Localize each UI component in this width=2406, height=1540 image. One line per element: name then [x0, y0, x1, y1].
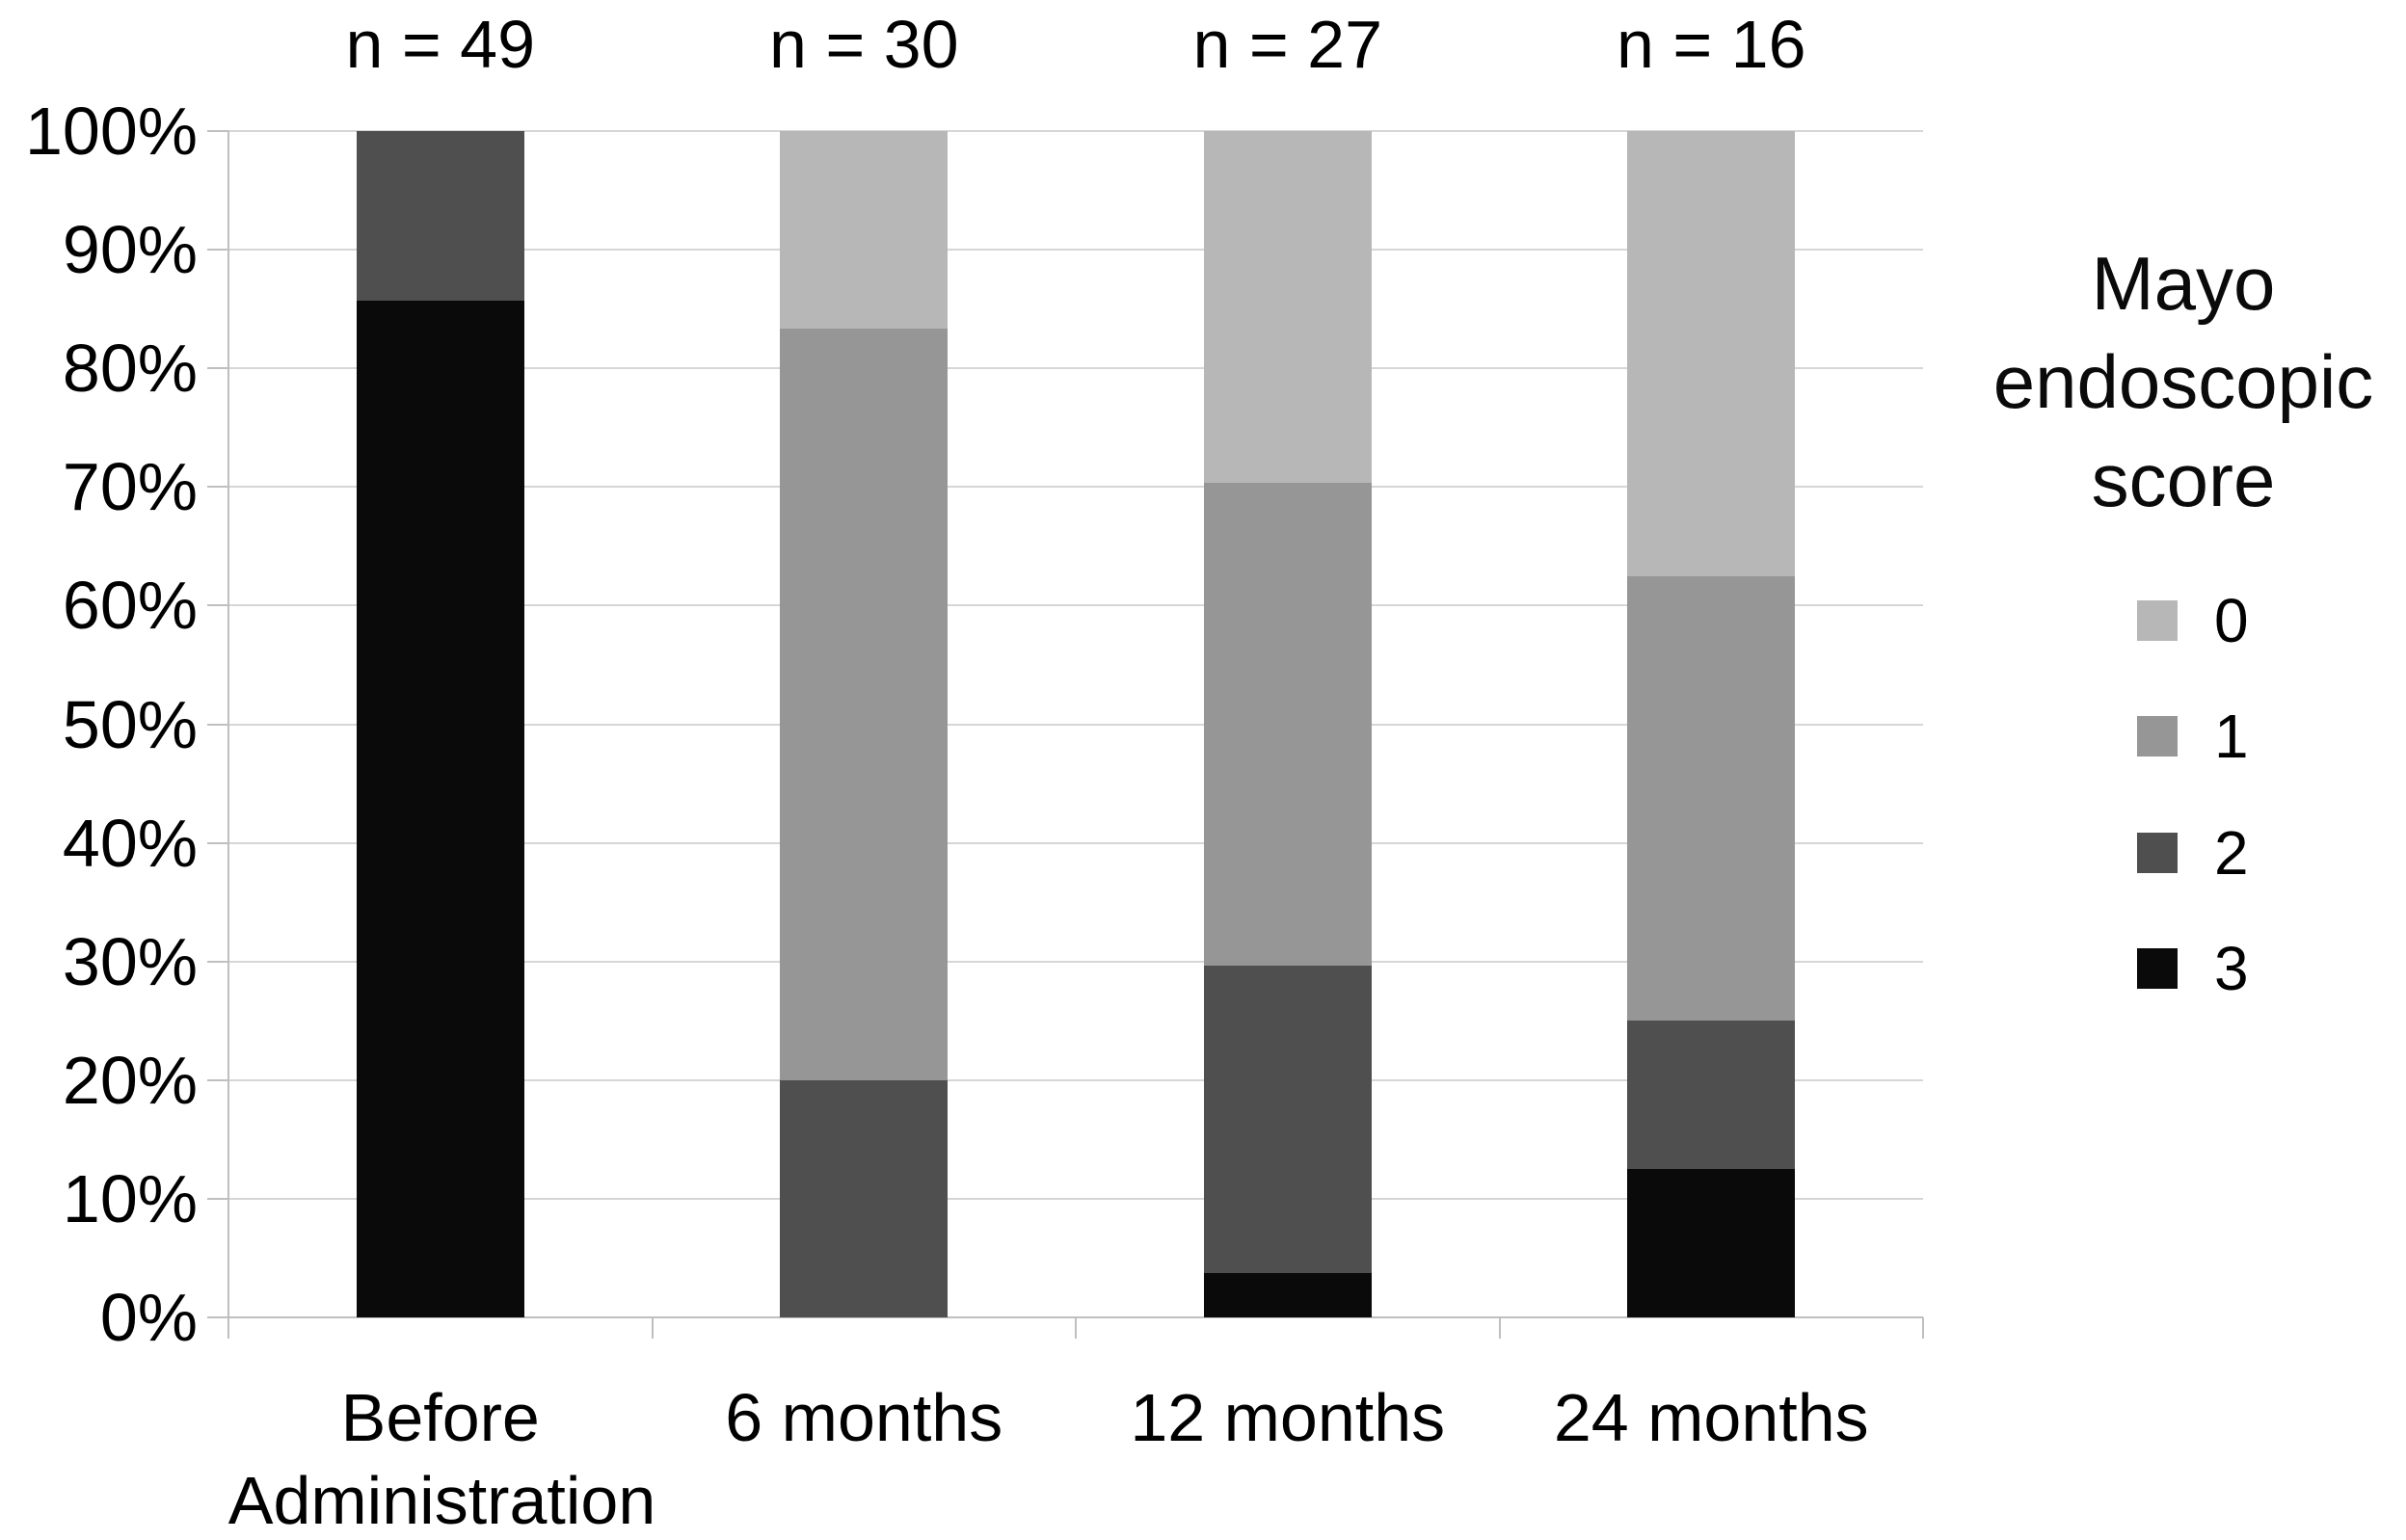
legend-title: Mayo endoscopic score [1992, 241, 2374, 522]
n-label: n = 49 [345, 7, 536, 82]
bar-segment-score-1 [1203, 482, 1372, 967]
legend-entry-label: 1 [2214, 702, 2249, 771]
y-axis-tick-label: 0% [99, 1280, 198, 1355]
legend-swatch-icon [2137, 716, 2178, 757]
x-category-label: Before Administration [227, 1380, 656, 1538]
gridline [228, 723, 1923, 726]
n-label: n = 30 [768, 7, 959, 82]
bar-segment-score-1 [1627, 575, 1796, 1022]
y-axis-tick-label: 40% [62, 805, 198, 881]
legend-swatch-icon [2137, 600, 2178, 641]
y-axis-tick-label: 50% [62, 686, 198, 762]
y-axis-tick-label: 60% [62, 568, 198, 644]
bar-segment-score-0 [780, 131, 949, 330]
gridline [228, 841, 1923, 844]
y-axis-tick [207, 130, 228, 132]
gridline [228, 486, 1923, 489]
legend-item-score-2: 2 [2137, 819, 2249, 887]
y-axis-tick-label: 70% [62, 449, 198, 525]
bar-segment-score-2 [1203, 966, 1372, 1274]
x-category-label: 12 months [1130, 1380, 1446, 1455]
legend-item-score-1: 1 [2137, 703, 2249, 770]
legend-item-score-3: 3 [2137, 935, 2249, 1002]
y-axis-tick [207, 1078, 228, 1081]
y-axis-line [227, 131, 229, 1339]
legend-entry-label: 2 [2214, 818, 2249, 888]
bar-segment-score-3 [356, 300, 524, 1317]
bar-segment-score-3 [1203, 1273, 1372, 1317]
n-label: n = 27 [1192, 7, 1383, 82]
gridline [228, 960, 1923, 963]
gridline [228, 130, 1923, 132]
y-axis-tick-label: 100% [24, 93, 198, 169]
bar-segment-score-0 [1203, 131, 1372, 483]
bar-segment-score-3 [1627, 1169, 1796, 1317]
x-axis-tick [1075, 1317, 1077, 1339]
gridline [228, 604, 1923, 607]
y-axis-tick [207, 604, 228, 607]
gridline [228, 1078, 1923, 1081]
legend-entry-label: 3 [2214, 934, 2249, 1003]
y-axis-tick-label: 20% [62, 1042, 198, 1118]
y-axis-tick [207, 841, 228, 844]
gridline [228, 249, 1923, 252]
n-label: n = 16 [1616, 7, 1806, 82]
bar-segment-score-2 [780, 1079, 949, 1317]
legend-entry-label: 0 [2214, 586, 2249, 655]
y-axis-tick-label: 90% [62, 212, 198, 288]
bar-segment-score-1 [780, 329, 949, 1080]
x-axis-tick [1922, 1317, 1924, 1339]
gridline [228, 367, 1923, 370]
y-axis-tick [207, 960, 228, 963]
y-axis-tick-label: 30% [62, 923, 198, 999]
bar-segment-score-2 [356, 131, 524, 301]
y-axis-tick [207, 367, 228, 370]
y-axis-tick-label: 80% [62, 331, 198, 407]
legend-swatch-icon [2137, 833, 2178, 873]
gridline [228, 1197, 1923, 1200]
legend-swatch-icon [2137, 948, 2178, 989]
y-axis-tick [207, 486, 228, 489]
x-axis-line [207, 1316, 1923, 1318]
y-axis-tick-label: 10% [62, 1160, 198, 1236]
y-axis-tick [207, 723, 228, 726]
y-axis-tick [207, 249, 228, 252]
x-axis-tick [227, 1317, 229, 1339]
bar-segment-score-0 [1627, 131, 1796, 576]
x-axis-tick [1498, 1317, 1501, 1339]
x-category-label: 24 months [1553, 1380, 1869, 1455]
x-axis-tick [651, 1317, 654, 1339]
x-category-label: 6 months [725, 1380, 1003, 1455]
bar-segment-score-2 [1627, 1021, 1796, 1170]
y-axis-tick [207, 1197, 228, 1200]
legend-item-score-0: 0 [2137, 587, 2249, 654]
